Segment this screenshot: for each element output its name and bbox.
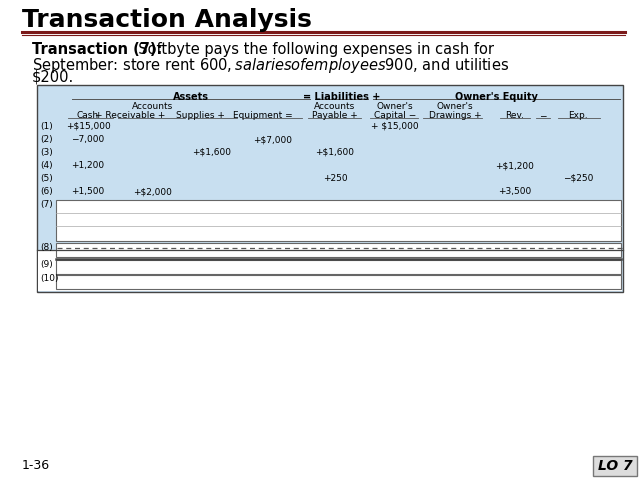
Text: Drawings +: Drawings +: [429, 111, 481, 120]
Text: Cash: Cash: [77, 111, 99, 120]
Text: 1-36: 1-36: [22, 459, 50, 472]
Text: Supplies +: Supplies +: [175, 111, 225, 120]
Text: (4): (4): [40, 161, 52, 170]
Text: September: store rent $600, salaries of employees $900, and utilities: September: store rent $600, salaries of …: [32, 56, 509, 75]
Text: +$1,600: +$1,600: [193, 148, 232, 157]
Text: +250: +250: [323, 174, 348, 183]
Text: Transaction (7):: Transaction (7):: [32, 42, 163, 57]
Text: Exp.: Exp.: [568, 111, 588, 120]
Text: = Liabilities +: = Liabilities +: [303, 92, 380, 102]
Text: Assets: Assets: [173, 92, 209, 102]
Text: −7,000: −7,000: [72, 135, 104, 144]
Text: Owner's: Owner's: [436, 102, 474, 111]
Text: Rev.: Rev.: [506, 111, 525, 120]
Text: +$2,000: +$2,000: [134, 187, 172, 196]
FancyBboxPatch shape: [56, 275, 621, 288]
Text: + $15,000: + $15,000: [371, 122, 419, 131]
Text: +1,500: +1,500: [72, 187, 104, 196]
Text: Owner's: Owner's: [377, 102, 413, 111]
Text: $200.: $200.: [32, 70, 74, 85]
Text: Owner's Equity: Owner's Equity: [455, 92, 538, 102]
Text: −: −: [540, 111, 547, 120]
Text: +3,500: +3,500: [499, 187, 532, 196]
Text: +$7,000: +$7,000: [253, 135, 292, 144]
Text: +$1,600: +$1,600: [316, 148, 355, 157]
Text: Transaction Analysis: Transaction Analysis: [22, 8, 312, 32]
Text: Accounts: Accounts: [132, 102, 173, 111]
Text: (5): (5): [40, 174, 52, 183]
Text: Accounts: Accounts: [314, 102, 356, 111]
FancyBboxPatch shape: [56, 200, 621, 241]
Text: (10): (10): [40, 275, 58, 284]
Text: (6): (6): [40, 187, 52, 196]
Text: (1): (1): [40, 122, 52, 131]
Text: +1,200: +1,200: [72, 161, 104, 170]
Text: (7): (7): [40, 200, 52, 209]
Text: Softbyte pays the following expenses in cash for: Softbyte pays the following expenses in …: [129, 42, 494, 57]
Text: LO 7: LO 7: [598, 459, 632, 473]
FancyBboxPatch shape: [37, 85, 623, 292]
Text: +$1,200: +$1,200: [495, 161, 534, 170]
Text: Equipment =: Equipment =: [233, 111, 293, 120]
Text: (2): (2): [40, 135, 52, 144]
Text: Capital −: Capital −: [374, 111, 416, 120]
FancyBboxPatch shape: [56, 260, 621, 274]
FancyBboxPatch shape: [56, 243, 621, 257]
Text: (9): (9): [40, 260, 52, 268]
Text: (8): (8): [40, 243, 52, 252]
FancyBboxPatch shape: [38, 251, 622, 291]
Text: + Receivable +: + Receivable +: [95, 111, 165, 120]
Text: −$250: −$250: [563, 174, 593, 183]
Text: +$15,000: +$15,000: [66, 122, 110, 131]
FancyBboxPatch shape: [593, 456, 637, 476]
Text: Payable +: Payable +: [312, 111, 358, 120]
Text: (3): (3): [40, 148, 52, 157]
